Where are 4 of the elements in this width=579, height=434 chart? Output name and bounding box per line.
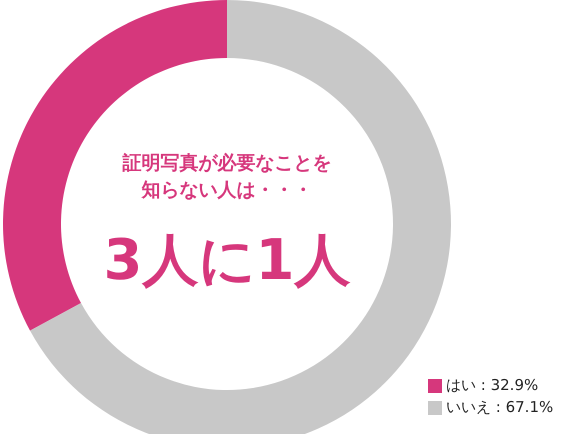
legend-label: いいえ : 67.1% [446,398,554,417]
legend-label: はい : 32.9% [446,376,538,395]
text: 3人に1人 [102,228,352,294]
text: 証明写真が必要なことを知らない人は・・・ [121,151,332,203]
